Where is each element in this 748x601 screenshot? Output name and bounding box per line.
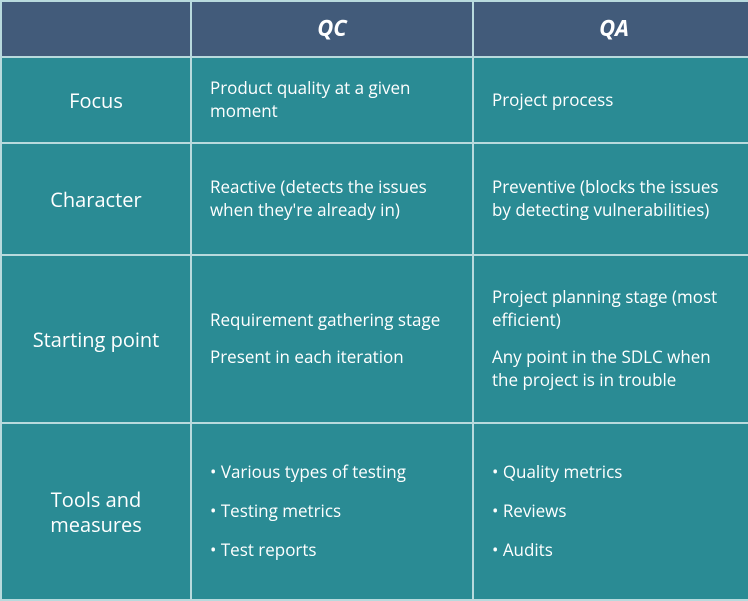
header-label: QA	[599, 14, 629, 44]
cell-qc: Requirement gathering stage Present in ea…	[192, 256, 472, 422]
row-label-text: Character	[50, 187, 141, 212]
row-label: Character	[2, 144, 190, 254]
cell-qa: Quality metrics Reviews Audits	[474, 424, 748, 599]
row-label-text: Starting point	[33, 327, 160, 352]
cell-qc: Various types of testing Testing metrics T…	[192, 424, 472, 599]
cell-text: Project process	[492, 89, 736, 112]
cell-text: Requirement gathering stage	[210, 309, 454, 332]
bullet-item: Quality metrics	[492, 461, 736, 484]
row-label-text: Tools and measures	[20, 487, 172, 537]
row-label: Starting point	[2, 256, 190, 422]
bullet-item: Test reports	[210, 539, 454, 562]
cell-qc: Reactive (detects the issues when they'r…	[192, 144, 472, 254]
cell-qc: Product quality at a given moment	[192, 58, 472, 142]
cell-qa: Project process	[474, 58, 748, 142]
bullet-list: Various types of testing Testing metrics T…	[210, 461, 454, 562]
row-label-text: Focus	[69, 88, 123, 113]
header-qc: QC	[192, 2, 472, 56]
row-label: Tools and measures	[2, 424, 190, 599]
bullet-item: Various types of testing	[210, 461, 454, 484]
cell-qa: Project planning stage (most efficient) A…	[474, 256, 748, 422]
bullet-item: Reviews	[492, 500, 736, 523]
cell-text: Present in each iteration	[210, 346, 454, 369]
bullet-item: Audits	[492, 539, 736, 562]
header-qa: QA	[474, 2, 748, 56]
cell-text: Product quality at a given moment	[210, 77, 454, 123]
cell-text: Project planning stage (most efficient)	[492, 286, 736, 332]
qc-qa-comparison-table: QC QA Focus Product quality at a given mome…	[0, 0, 748, 601]
header-empty	[2, 2, 190, 56]
header-label: QC	[317, 14, 347, 44]
cell-text: Any point in the SDLC when the project i…	[492, 346, 736, 392]
bullet-item: Testing metrics	[210, 500, 454, 523]
cell-text: Reactive (detects the issues when they'r…	[210, 176, 454, 222]
cell-qa: Preventive (blocks the issues by detecti…	[474, 144, 748, 254]
row-label: Focus	[2, 58, 190, 142]
bullet-list: Quality metrics Reviews Audits	[492, 461, 736, 562]
cell-text: Preventive (blocks the issues by detecti…	[492, 176, 736, 222]
